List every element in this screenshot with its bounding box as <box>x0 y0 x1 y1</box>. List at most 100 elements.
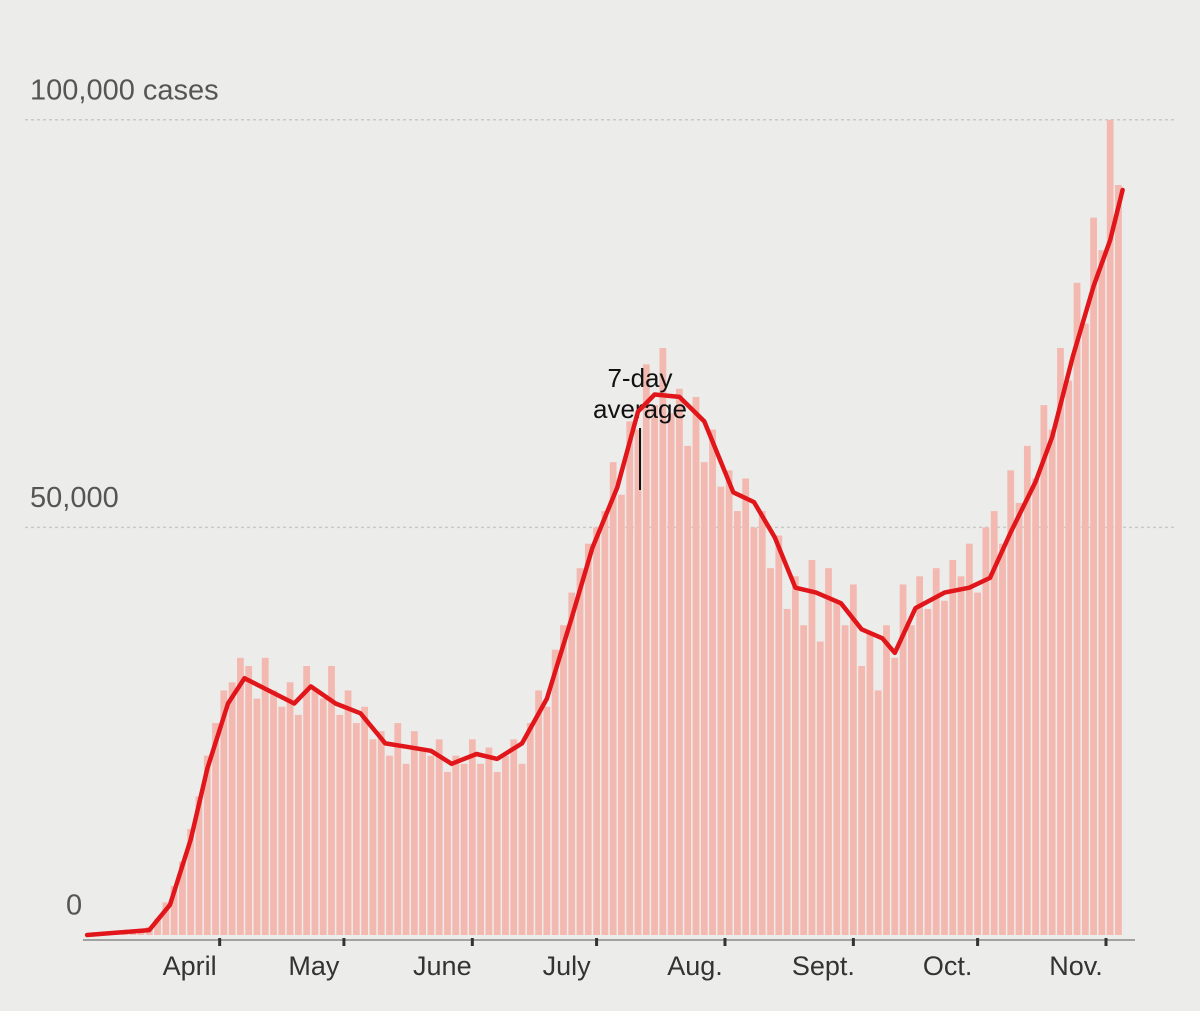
bar <box>493 771 501 935</box>
bar <box>1057 348 1064 935</box>
bar <box>999 543 1006 935</box>
bar <box>410 731 418 935</box>
bar <box>162 902 170 935</box>
bar <box>1090 217 1097 936</box>
bar <box>560 625 567 935</box>
bar <box>709 429 716 935</box>
bar <box>841 625 849 935</box>
bar <box>435 739 443 935</box>
bar <box>742 478 750 935</box>
bar <box>907 625 915 935</box>
bar <box>982 527 990 935</box>
bar <box>1048 429 1056 935</box>
bar <box>858 665 866 935</box>
bar <box>294 714 302 935</box>
bar <box>816 641 824 935</box>
x-tick-label: April <box>163 951 217 981</box>
bar <box>849 584 857 935</box>
bar <box>510 739 518 935</box>
bar <box>377 731 385 935</box>
bar <box>1073 282 1081 935</box>
bar <box>328 665 335 935</box>
bar <box>1015 502 1023 935</box>
bar <box>1115 184 1122 935</box>
bar <box>526 723 534 935</box>
bar <box>891 657 899 935</box>
bar <box>419 747 427 935</box>
bar <box>866 633 874 935</box>
x-tick-label: May <box>288 951 340 981</box>
bar <box>791 576 799 935</box>
bar <box>444 771 451 935</box>
bar <box>518 763 526 935</box>
bar <box>352 723 360 935</box>
bar <box>932 568 940 935</box>
bar <box>833 600 841 935</box>
y-tick-label: 50,000 <box>30 482 119 514</box>
bar <box>187 829 195 935</box>
bar <box>601 511 609 935</box>
bar <box>386 755 393 935</box>
bar <box>1098 250 1106 935</box>
y-tick-label: 0 <box>66 890 82 922</box>
bar <box>883 625 890 935</box>
bar <box>642 364 650 935</box>
bar <box>1040 405 1048 936</box>
bar <box>195 796 203 935</box>
bar <box>957 576 965 935</box>
bar <box>154 918 161 935</box>
bar <box>767 568 774 935</box>
bar <box>965 543 973 935</box>
bar <box>651 405 658 936</box>
bar <box>874 690 882 935</box>
bar <box>170 886 178 935</box>
bar <box>543 706 551 935</box>
bar <box>758 511 766 935</box>
bar <box>733 511 741 935</box>
bar <box>220 690 228 935</box>
bar <box>270 690 277 935</box>
bar <box>253 698 261 935</box>
bar <box>212 723 219 935</box>
bar <box>924 608 932 935</box>
bar <box>303 665 311 935</box>
bar <box>609 462 617 935</box>
bar <box>402 763 410 935</box>
bar <box>319 698 327 935</box>
bar <box>659 348 667 935</box>
bar <box>899 584 907 935</box>
bar <box>427 755 435 935</box>
x-tick-label: Aug. <box>667 951 723 981</box>
bar <box>808 559 816 935</box>
bar <box>485 747 493 935</box>
bar <box>1065 380 1073 936</box>
bar <box>1007 470 1015 935</box>
bar <box>750 527 758 935</box>
bar <box>344 690 352 935</box>
bar <box>477 763 485 935</box>
x-tick-label: July <box>543 951 592 981</box>
bar <box>1106 119 1114 935</box>
bar <box>916 576 924 935</box>
bar <box>336 714 344 935</box>
average-line <box>84 187 1125 938</box>
bar <box>245 665 253 935</box>
bar <box>974 592 982 935</box>
bar <box>203 755 211 935</box>
bar <box>692 396 700 935</box>
bar <box>593 527 600 935</box>
bar <box>286 682 294 935</box>
annotation-line-1: 7-day <box>607 363 672 393</box>
bar <box>717 486 725 935</box>
bar <box>460 763 468 935</box>
y-tick-label: 100,000 cases <box>30 74 219 106</box>
bar <box>1032 478 1039 935</box>
bar <box>990 511 998 935</box>
bar <box>725 470 733 935</box>
bar <box>228 682 236 935</box>
bar <box>502 755 509 935</box>
bar <box>676 388 683 935</box>
bar <box>568 592 576 935</box>
bar <box>361 706 369 935</box>
